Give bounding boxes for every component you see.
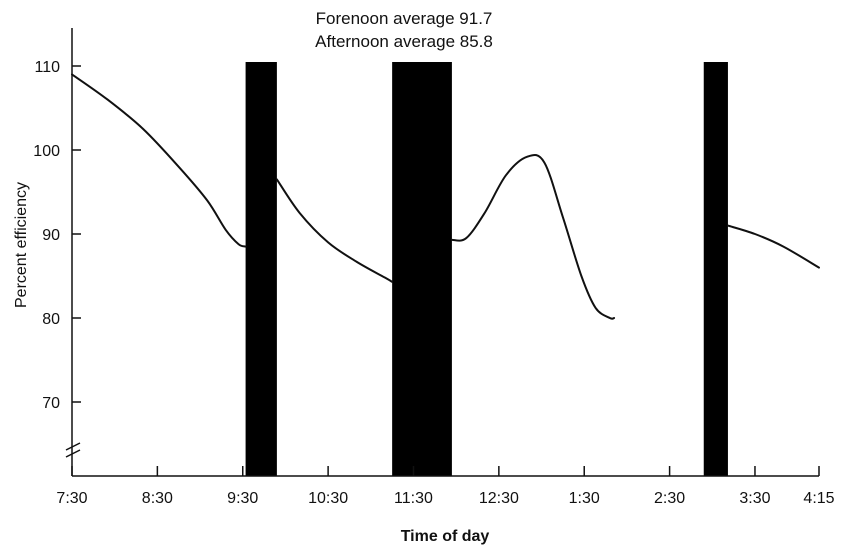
y-axis-break-marks: [65, 442, 81, 458]
x-ticks: 7:30 8:30 9:30 10:30 11:30 12:30 1:30 2:30 3:30 4…: [56, 466, 835, 507]
break-bar-3: [703, 62, 728, 476]
break-bar-2: [392, 62, 452, 476]
y-tick-label-90: 90: [42, 227, 60, 244]
y-axis-label: Percent efficiency: [13, 182, 30, 308]
x-tick-label-2: 9:30: [227, 490, 258, 507]
efficiency-lines: [71, 73, 820, 320]
x-tick-label-7: 2:30: [654, 490, 685, 507]
efficiency-line-segment-1: [71, 73, 247, 248]
y-tick-label-110: 110: [34, 59, 60, 76]
title-line-2: Afternoon average 85.8: [315, 32, 493, 51]
efficiency-line-segment-2: [275, 178, 394, 283]
y-ticks: 70 80 90 100 110: [33, 59, 81, 412]
title-line-1: Forenoon average 91.7: [316, 9, 493, 28]
break-bar-1: [245, 62, 277, 476]
x-tick-label-9: 4:15: [803, 490, 834, 507]
y-tick-label-100: 100: [33, 143, 60, 160]
x-tick-label-5: 12:30: [479, 490, 519, 507]
x-tick-label-0: 7:30: [56, 490, 87, 507]
break-bars: [245, 62, 728, 476]
x-tick-label-8: 3:30: [739, 490, 770, 507]
x-tick-label-4: 11:30: [394, 490, 433, 507]
x-tick-label-1: 8:30: [142, 490, 173, 507]
x-axis-label: Time of day: [401, 528, 490, 545]
x-tick-label-6: 1:30: [569, 490, 600, 507]
efficiency-line-segment-3: [450, 154, 616, 320]
y-tick-label-80: 80: [42, 311, 60, 328]
efficiency-line-segment-4: [726, 224, 820, 269]
x-tick-label-3: 10:30: [308, 490, 348, 507]
y-tick-label-70: 70: [42, 395, 60, 412]
